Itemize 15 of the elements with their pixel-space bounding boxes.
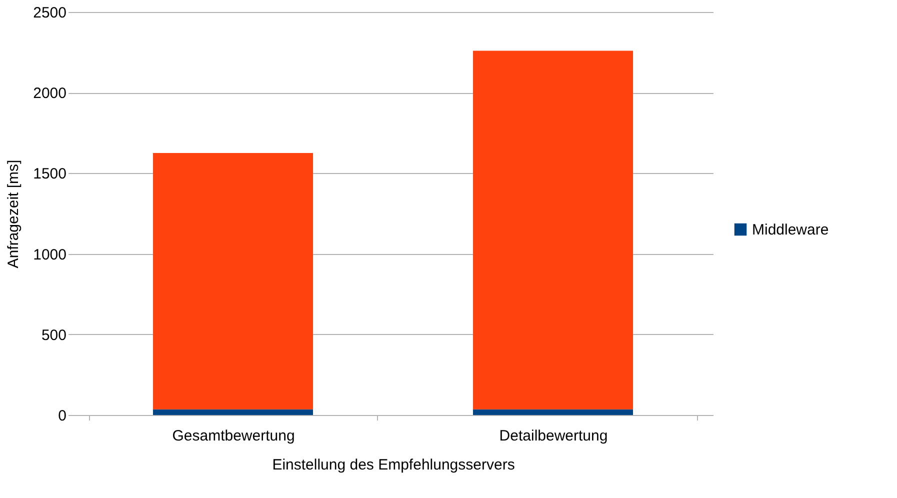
y-tick-label: 1000 xyxy=(33,246,66,264)
bar xyxy=(473,50,633,410)
y-axis-title: Anfragezeit [ms] xyxy=(5,160,22,268)
y-tick-label: 500 xyxy=(41,326,66,344)
x-tick-label: Gesamtbewertung xyxy=(172,428,295,444)
bar xyxy=(473,409,633,415)
bar xyxy=(153,409,313,415)
legend-label: Middleware xyxy=(752,222,829,238)
y-tick-label: 1500 xyxy=(33,166,66,183)
y-tick-label: 2500 xyxy=(33,4,66,22)
y-tick-label: 0 xyxy=(58,408,66,424)
x-tick-label: Detailbewertung xyxy=(499,428,608,444)
y-tick-label: 2000 xyxy=(33,85,66,102)
x-axis-title: Einstellung des Empfehlungsservers xyxy=(272,456,515,474)
bar xyxy=(153,153,313,410)
